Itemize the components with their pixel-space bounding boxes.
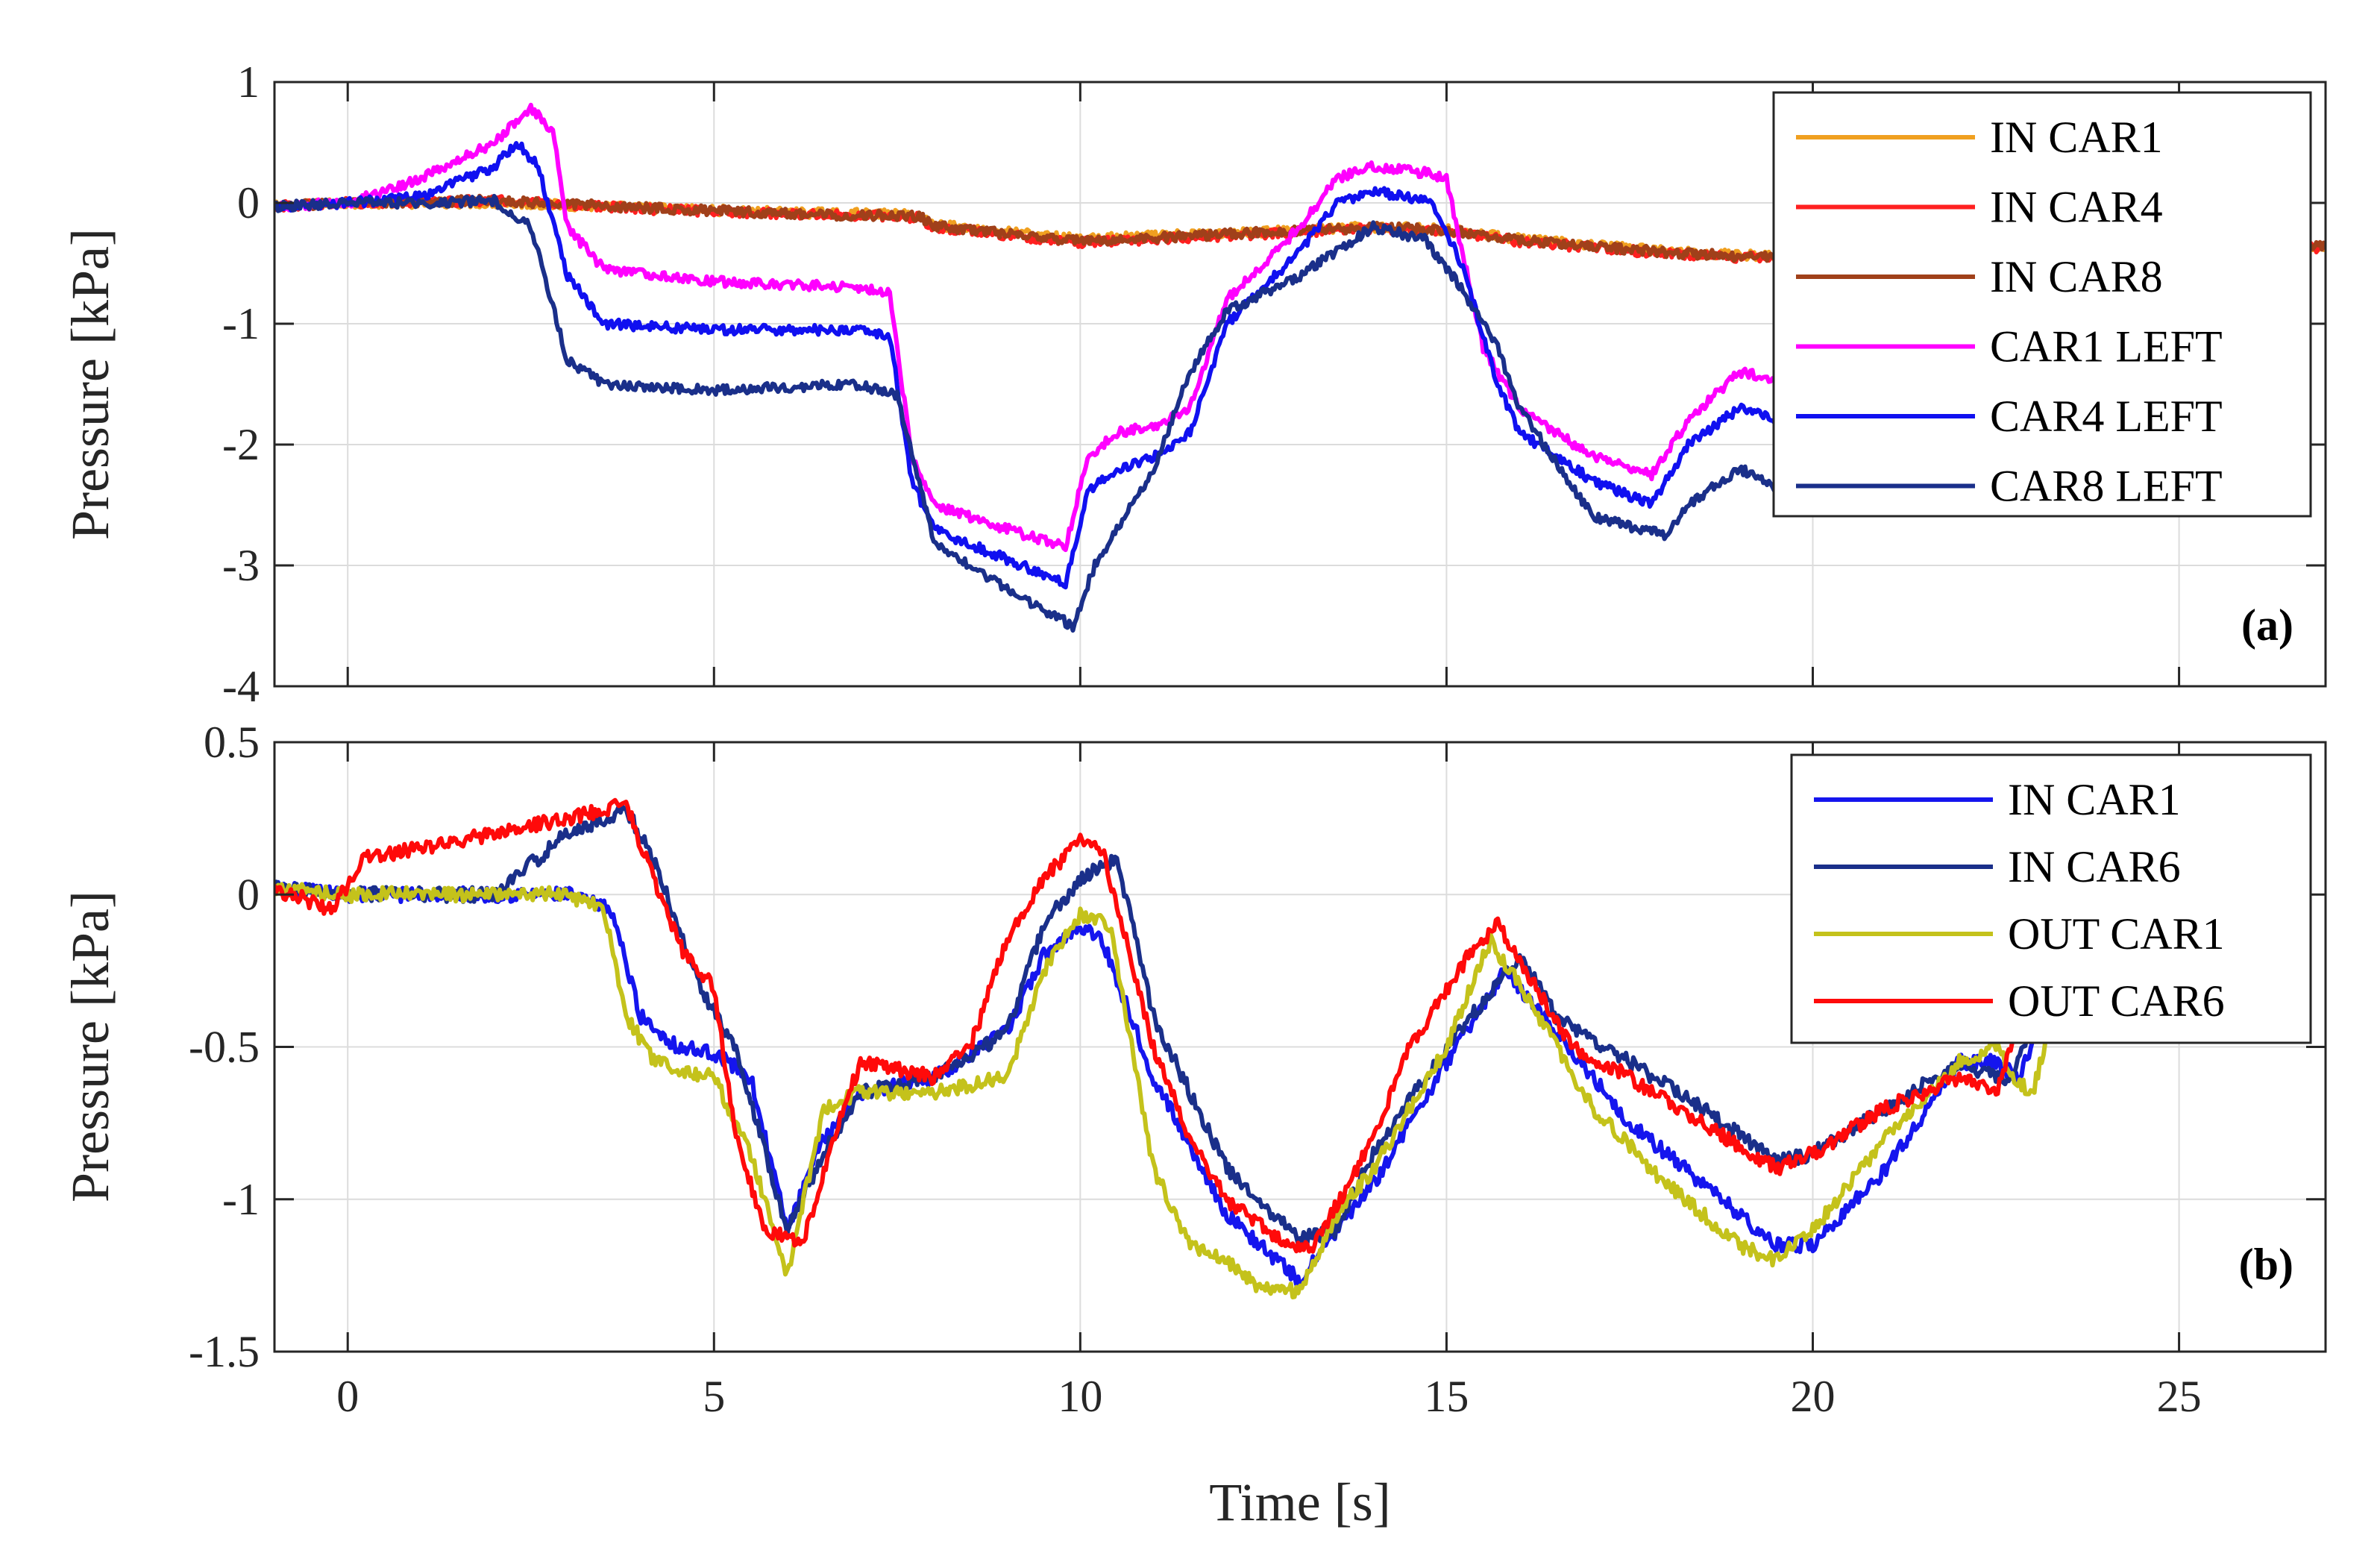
panel-a-label: (a) [2241,600,2293,650]
y-tick-label: 0 [237,178,260,228]
x-tick-label: 25 [2157,1372,2202,1421]
legend-label: IN CAR1 [2008,775,2181,824]
y-tick-label: -3 [222,541,260,590]
x-axis-label: Time [s] [1209,1472,1390,1532]
panel-b-ylabel: Pressure [kPa] [60,891,120,1202]
panel-a-ylabel: Pressure [kPa] [60,228,120,540]
series-line-car4-left [274,141,1779,590]
panel-b-series [274,797,2072,1299]
y-tick-label: -2 [222,420,260,469]
legend-label: OUT CAR1 [2008,909,2225,959]
legend-label: CAR8 LEFT [1990,462,2223,511]
x-tick-label: 0 [336,1372,359,1421]
y-tick-label: 1 [237,57,260,107]
legend-label: IN CAR8 [1990,252,2163,301]
legend-box [1772,91,2312,518]
y-tick-label: 0.5 [204,718,260,767]
panel-a-chart: 10-1-2-3-4 Pressure [kPa] (a) IN CAR1IN … [60,57,2327,711]
y-tick-label: -1.5 [189,1327,260,1376]
panel-b-legend: IN CAR1 IN CAR6 OUT CAR1 OUT CAR6 [1790,753,2312,1044]
panel-b-ticks: 0.5 0 -0.5 -1 -1.5 0 5 10 15 20 25 [189,718,2326,1421]
legend-label: IN CAR6 [2008,842,2181,891]
legend-box [1790,753,2312,1044]
y-tick-label: -1 [222,1175,260,1224]
panel-a-series [274,102,2326,633]
x-tick-label: 10 [1058,1372,1102,1421]
y-tick-label: -4 [222,662,260,711]
series-line-car8-left [274,193,1779,633]
legend-label: IN CAR4 [1990,183,2163,232]
y-tick-label: 0 [237,870,260,919]
y-tick-label: -0.5 [189,1023,260,1072]
series-line-out-car1 [274,882,2072,1299]
panel-b-chart: 0.50-0.5-1-1.50 5 10 15 20 25 Pressure [kPa] … [60,718,2327,1532]
legend-label: OUT CAR6 [2008,976,2225,1026]
x-tick-label: 15 [1424,1372,1469,1421]
y-tick-label: -1 [222,299,260,348]
panel-a-legend: IN CAR1 IN CAR4 IN CAR8 CAR1 LEFT CAR4 LEFT C… [1772,91,2312,518]
legend-label: CAR1 LEFT [1990,322,2223,371]
series-line-car1-left [274,102,1779,553]
x-tick-label: 5 [703,1372,725,1421]
panel-a-ticks: 1 0 -1 -2 -3 -4 [222,57,2326,711]
legend-label: CAR4 LEFT [1990,392,2223,441]
series-line-out-car6 [274,797,2035,1254]
legend-label: IN CAR1 [1990,113,2163,162]
x-tick-label: 20 [1791,1372,1836,1421]
panel-b-label: (b) [2239,1240,2293,1289]
